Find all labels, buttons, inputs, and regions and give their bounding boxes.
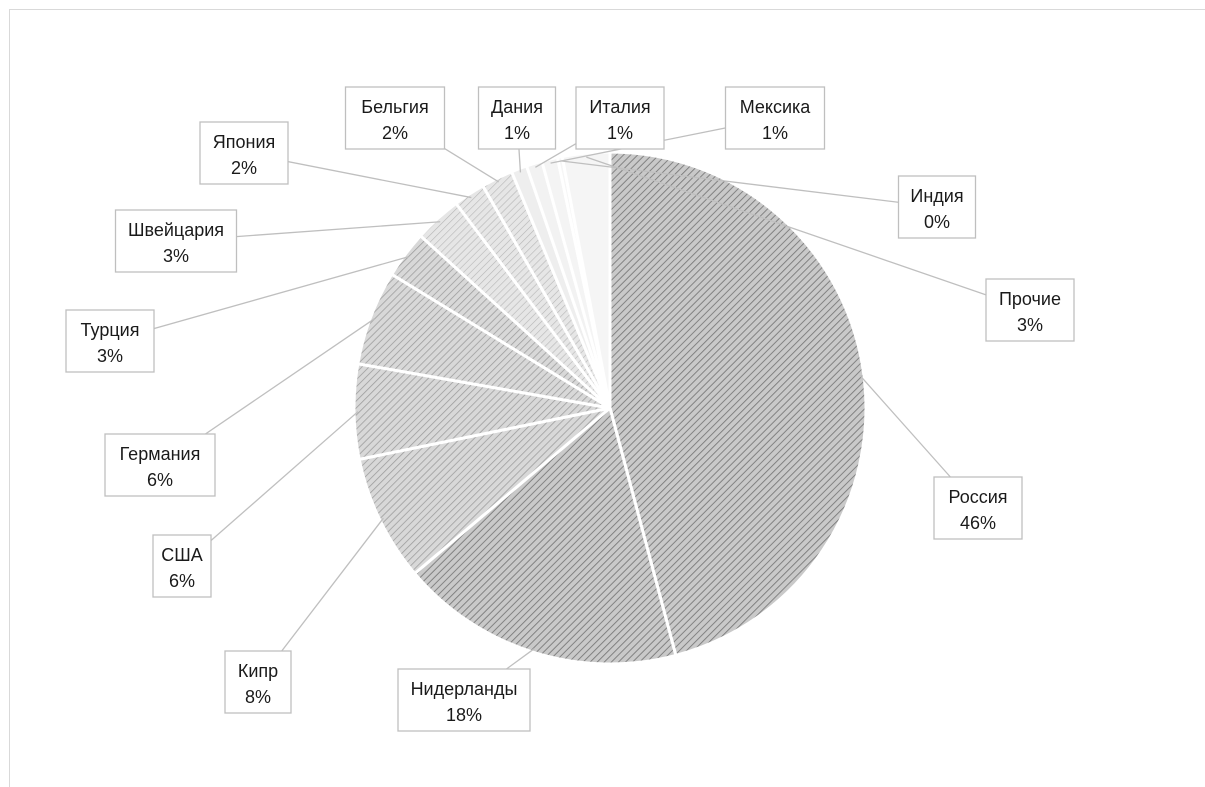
data-label-percent: 3% <box>163 246 189 266</box>
data-label-percent: 8% <box>245 687 271 707</box>
pie-slice-1 <box>608 150 868 658</box>
data-label-12: Мексика 1% <box>724 86 826 150</box>
data-label-5: Германия 6% <box>104 433 216 497</box>
data-label-10: Дания 1% <box>477 86 557 150</box>
data-label-category: Италия <box>589 97 650 117</box>
data-label-category: Турция <box>81 320 140 340</box>
chart-frame <box>9 9 1205 787</box>
pie-slice-14 <box>560 150 612 409</box>
data-label-percent: 6% <box>147 470 173 490</box>
leader-line-13 <box>560 160 938 208</box>
leader-line-14 <box>586 156 1031 311</box>
data-label-percent: 2% <box>382 123 408 143</box>
data-label-category: США <box>161 545 203 565</box>
pie-slice-3 <box>357 406 611 576</box>
data-label-1: Россия 46% <box>933 476 1023 540</box>
data-label-percent: 3% <box>1017 315 1043 335</box>
data-label-category: Германия <box>120 444 201 464</box>
data-label-percent: 6% <box>169 571 195 591</box>
data-label-category: Нидерланды <box>411 679 518 699</box>
data-label-percent: 1% <box>762 123 788 143</box>
data-label-14: Прочие 3% <box>985 278 1075 342</box>
data-label-percent: 0% <box>924 212 950 232</box>
data-label-category: Россия <box>948 487 1007 507</box>
data-label-7: Швейцария 3% <box>114 209 238 273</box>
pie-slice-2 <box>412 405 678 666</box>
data-label-percent: 3% <box>97 346 123 366</box>
leader-line-6 <box>109 256 409 342</box>
data-label-category: Прочие <box>999 289 1061 309</box>
data-label-category: Дания <box>491 97 543 117</box>
data-label-11: Италия 1% <box>575 86 665 150</box>
data-label-percent: 46% <box>960 513 996 533</box>
data-label-percent: 1% <box>607 123 633 143</box>
data-label-9: Бельгия 2% <box>344 86 446 150</box>
data-label-category: Кипр <box>238 661 278 681</box>
data-label-percent: 2% <box>231 158 257 178</box>
data-label-category: Индия <box>910 186 963 206</box>
data-label-13: Индия 0% <box>897 175 977 239</box>
data-label-percent: 1% <box>504 123 530 143</box>
data-label-category: Бельгия <box>361 97 428 117</box>
data-label-category: Мексика <box>740 97 812 117</box>
data-label-3: Кипр 8% <box>224 650 292 714</box>
data-label-4: США 6% <box>152 534 212 598</box>
data-label-2: Нидерланды 18% <box>397 668 531 732</box>
data-label-6: Турция 3% <box>65 309 155 373</box>
data-label-category: Япония <box>213 132 276 152</box>
data-label-8: Япония 2% <box>199 121 289 185</box>
data-label-percent: 18% <box>446 705 482 725</box>
data-label-category: Швейцария <box>128 220 224 240</box>
